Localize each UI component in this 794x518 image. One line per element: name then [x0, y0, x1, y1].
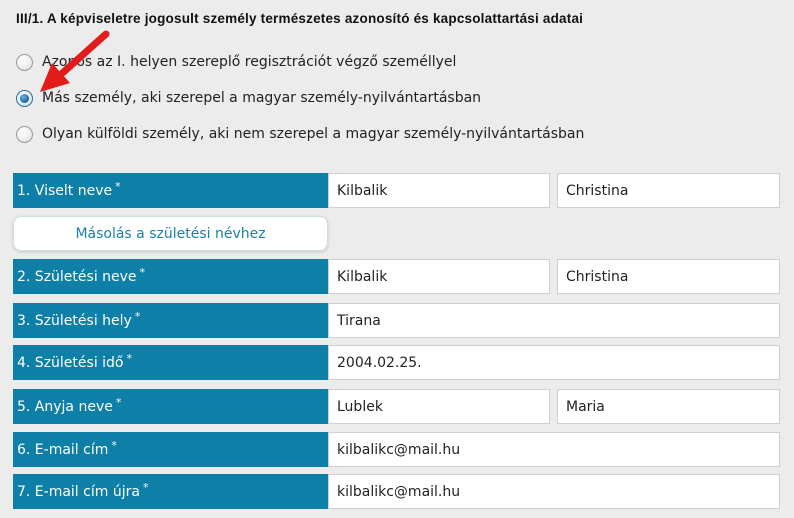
szuletesi-ido-input[interactable]: 2004.02.25. — [328, 345, 780, 380]
radio-label-foreign-person: Olyan külföldi személy, aki nem szerepel… — [42, 126, 585, 142]
label-email-again: 7. E-mail cím újra * — [13, 474, 328, 509]
radio-button-other-person-registered[interactable] — [16, 89, 33, 107]
szuletesi-neve-first-input[interactable]: Christina — [557, 259, 780, 294]
viselt-neve-last-input[interactable]: Kilbalik — [328, 173, 550, 208]
label-szuletesi-ido: 4. Születési idő * — [13, 345, 328, 380]
radio-option-other-person-registered[interactable]: Más személy, aki szerepel a magyar szemé… — [16, 86, 481, 110]
email-input[interactable]: kilbalikc@mail.hu — [328, 432, 780, 467]
radio-label-same-person: Azonos az I. helyen szereplő regisztráci… — [42, 54, 457, 70]
szuletesi-hely-input[interactable]: Tirana — [328, 303, 780, 338]
copy-to-birth-name-button[interactable]: Másolás a születési névhez — [13, 216, 328, 251]
section-title: III/1. A képviseletre jogosult személy t… — [16, 11, 584, 26]
label-text-anyja-neve: 5. Anyja neve — [17, 398, 113, 415]
anyja-neve-last-input[interactable]: Lublek — [328, 389, 550, 424]
label-szuletesi-hely: 3. Születési hely * — [13, 303, 328, 338]
email-again-input[interactable]: kilbalikc@mail.hu — [328, 474, 780, 509]
radio-label-other-person-registered: Más személy, aki szerepel a magyar szemé… — [42, 90, 482, 106]
radio-button-foreign-person[interactable] — [16, 125, 33, 143]
label-text-szuletesi-hely: 3. Születési hely — [17, 312, 132, 329]
anyja-neve-first-input[interactable]: Maria — [557, 389, 780, 424]
label-text-viselt-neve: 1. Viselt neve — [17, 182, 113, 199]
szuletesi-neve-last-input[interactable]: Kilbalik — [328, 259, 550, 294]
label-text-email-again: 7. E-mail cím újra — [17, 483, 140, 500]
radio-button-same-person[interactable] — [16, 53, 33, 71]
label-text-szuletesi-ido: 4. Születési idő — [17, 354, 124, 371]
label-viselt-neve: 1. Viselt neve * — [13, 173, 328, 208]
label-text-email: 6. E-mail cím — [17, 441, 109, 458]
radio-option-foreign-person[interactable]: Olyan külföldi személy, aki nem szerepel… — [16, 122, 584, 146]
viselt-neve-first-input[interactable]: Christina — [557, 173, 780, 208]
label-szuletesi-neve: 2. Születési neve * — [13, 259, 328, 294]
radio-option-same-person[interactable]: Azonos az I. helyen szereplő regisztráci… — [16, 50, 456, 74]
label-anyja-neve: 5. Anyja neve * — [13, 389, 328, 424]
label-email: 6. E-mail cím * — [13, 432, 328, 467]
label-text-szuletesi-neve: 2. Születési neve — [17, 268, 137, 285]
